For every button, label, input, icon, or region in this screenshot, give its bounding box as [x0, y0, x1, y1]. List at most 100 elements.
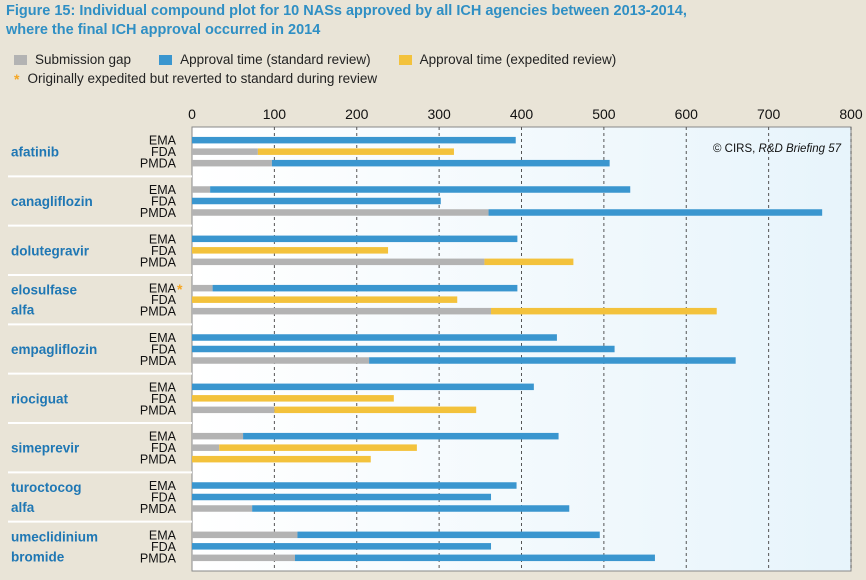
x-tick-label: 400: [510, 106, 534, 122]
agency-label: FDA: [151, 392, 177, 406]
legend-swatch-gap: [14, 54, 27, 65]
compound-label: canagliflozin: [11, 194, 93, 209]
legend-item-standard: Approval time (standard review): [159, 52, 371, 67]
bar-standard: [488, 209, 823, 216]
bar-standard: [297, 531, 600, 539]
bar-standard: [369, 357, 736, 364]
bar-gap: [192, 284, 213, 292]
agency-label: EMA: [149, 232, 177, 246]
legend-item-reverted: * Originally expedited but reverted to s…: [14, 71, 377, 87]
agency-label: FDA: [151, 540, 177, 554]
x-tick-label: 700: [757, 106, 781, 122]
bar-gap: [192, 258, 485, 266]
copyright-publication: R&D Briefing 57: [759, 143, 842, 155]
agency-label: EMA: [149, 479, 177, 493]
bar-expedited: [491, 307, 717, 315]
x-tick-label: 300: [427, 106, 451, 122]
legend-label-gap: Submission gap: [35, 52, 132, 67]
agency-label: EMA: [149, 134, 177, 148]
bar-standard: [243, 432, 559, 440]
agency-label: FDA: [151, 195, 177, 209]
agency-label: EMA: [149, 183, 177, 197]
bar-gap: [192, 554, 295, 562]
bar-expedited: [219, 444, 417, 451]
legend-label-expedited: Approval time (expedited review): [419, 52, 617, 67]
agency-label: FDA: [151, 244, 177, 258]
bar-gap: [192, 357, 370, 364]
bar-standard: [192, 136, 516, 144]
copyright-note: © CIRS, R&D Briefing 57: [713, 143, 842, 155]
agency-label: PMDA: [140, 255, 177, 269]
bar-expedited: [484, 258, 574, 266]
agency-label: PMDA: [140, 551, 177, 565]
agency-label: FDA: [151, 441, 177, 455]
bar-expedited: [192, 395, 394, 402]
agency-label: PMDA: [140, 157, 177, 171]
legend-swatch-standard: [159, 54, 173, 65]
agency-label: EMA: [149, 331, 177, 345]
agency-label: PMDA: [140, 453, 177, 467]
agency-label: EMA: [149, 528, 177, 542]
bar-standard: [192, 345, 615, 353]
compound-label: simeprevir: [11, 441, 80, 456]
compound-label: alfa: [11, 500, 35, 515]
bar-gap: [192, 531, 298, 539]
agency-label: EMA: [149, 430, 177, 444]
x-tick-label: 0: [188, 106, 196, 122]
agency-label: FDA: [151, 491, 177, 505]
bar-gap: [192, 186, 211, 193]
bar-expedited: [274, 406, 477, 414]
legend-item-expedited: Approval time (expedited review): [398, 52, 617, 67]
bar-standard: [192, 383, 534, 391]
bar-standard: [192, 543, 492, 550]
reverted-asterisk: *: [177, 281, 183, 297]
compound-label: bromide: [11, 549, 65, 564]
compound-label: riociguat: [11, 391, 69, 406]
compound-label: afatinib: [11, 145, 59, 160]
copyright-prefix: © CIRS,: [713, 143, 759, 155]
agency-label: EMA: [149, 380, 177, 394]
compound-label: turoctocog: [11, 480, 82, 495]
bar-gap: [192, 148, 258, 155]
compound-label: dolutegravir: [11, 243, 90, 258]
x-tick-label: 600: [675, 106, 699, 122]
bar-expedited: [192, 455, 371, 463]
bar-standard: [192, 334, 557, 341]
bar-gap: [192, 432, 244, 440]
bar-gap: [192, 159, 272, 167]
x-tick-label: 500: [592, 106, 616, 122]
compound-label: empagliflozin: [11, 342, 97, 357]
legend-swatch-expedited: [398, 54, 412, 65]
bar-gap: [192, 406, 275, 414]
bar-standard: [192, 482, 517, 489]
legend: Submission gap Approval time (standard r…: [14, 50, 854, 88]
agency-label: FDA: [151, 343, 177, 357]
bar-gap: [192, 444, 220, 451]
figure-title: Figure 15: Individual compound plot for …: [6, 2, 856, 40]
asterisk-icon: *: [14, 70, 20, 87]
bar-expedited: [257, 148, 454, 155]
bar-standard: [192, 197, 441, 205]
bar-standard: [192, 493, 492, 501]
bar-standard: [192, 235, 518, 243]
bar-standard: [212, 284, 518, 292]
bar-expedited: [192, 296, 458, 303]
figure-title-line1: Figure 15: Individual compound plot for …: [6, 3, 687, 19]
figure-title-line2: where the final ICH approval occurred in…: [6, 22, 321, 38]
x-tick-label: 100: [263, 106, 287, 122]
agency-label: PMDA: [140, 502, 177, 516]
agency-label: PMDA: [140, 354, 177, 368]
compound-label: alfa: [11, 303, 35, 318]
agency-label: FDA: [151, 293, 177, 307]
bar-standard: [294, 554, 655, 562]
bar-expedited: [192, 247, 389, 254]
bar-standard: [271, 159, 610, 167]
legend-item-gap: Submission gap: [14, 52, 131, 67]
bar-gap: [192, 307, 492, 315]
agency-label: FDA: [151, 145, 177, 159]
legend-label-reverted: Originally expedited but reverted to sta…: [27, 71, 378, 86]
compound-label: umeclidinium: [11, 529, 98, 544]
bar-standard: [210, 186, 631, 193]
x-tick-label: 800: [839, 106, 863, 122]
